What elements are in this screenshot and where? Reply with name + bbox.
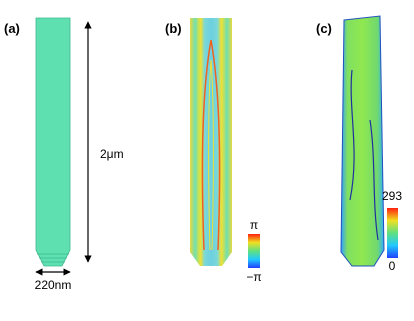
panel-label: (a) — [4, 21, 20, 36]
nanowire — [190, 18, 232, 266]
colorbar — [248, 234, 260, 268]
phase-fringe — [208, 59, 214, 251]
panel-label: (b) — [165, 21, 182, 36]
colorbar-min: 0 — [389, 259, 396, 273]
length-label: 2μm — [100, 147, 124, 161]
nanowire — [35, 17, 71, 267]
colorbar — [387, 208, 398, 258]
panel-label: (c) — [316, 21, 332, 36]
facet-lines — [37, 253, 69, 263]
colorbar-max: π — [250, 218, 258, 232]
texture-lines — [349, 69, 379, 241]
phase-fringe — [201, 39, 221, 251]
width-label: 220nm — [35, 278, 72, 292]
colorbar-min: −π — [246, 270, 261, 284]
nanowire — [340, 15, 385, 267]
colorbar-max: 293 — [382, 189, 402, 203]
